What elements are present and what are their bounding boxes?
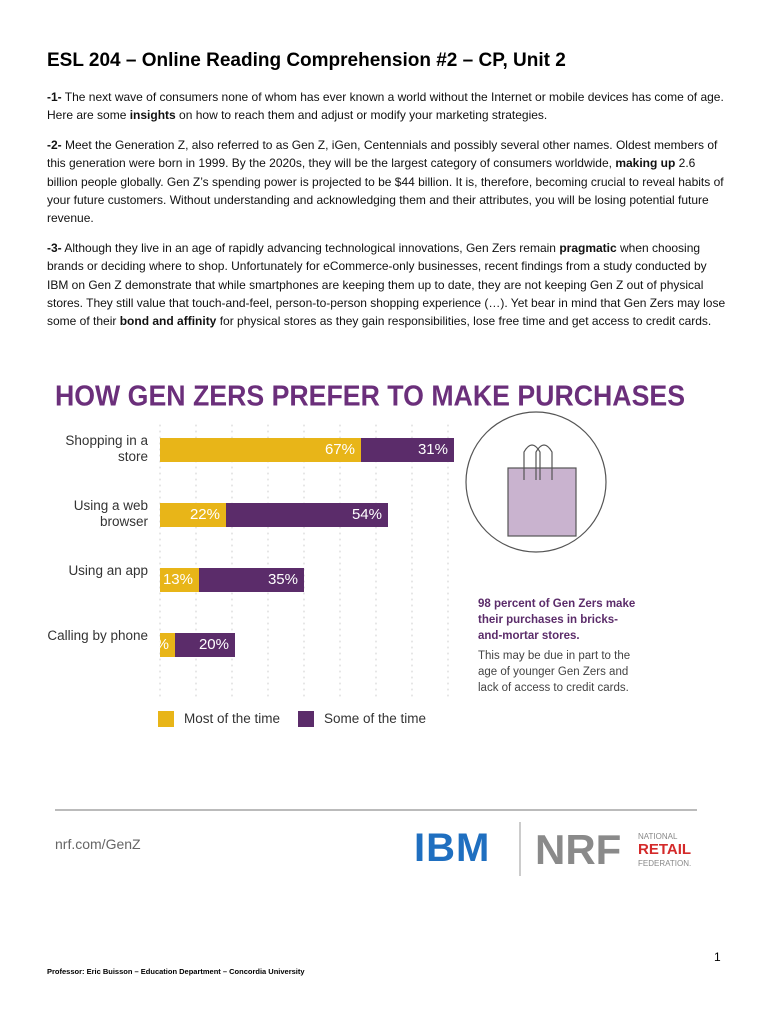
- category-label: Shopping in a store: [65, 433, 148, 464]
- bar-segment: [160, 568, 199, 592]
- bar-segment: [160, 438, 361, 462]
- legend-swatch: [298, 711, 314, 727]
- text-run: pragmatic: [559, 240, 617, 255]
- paragraph-number: -2-: [47, 137, 62, 152]
- nrf-name: NATIONAL: [638, 832, 678, 841]
- bar-segment: [160, 503, 226, 527]
- ibm-logo: IBM: [414, 826, 491, 870]
- legend-swatch: [158, 711, 174, 727]
- paragraph: -1- The next wave of consumers none of w…: [47, 88, 729, 125]
- url: nrf.com/GenZ: [55, 836, 141, 852]
- paragraph-number: -1-: [47, 90, 62, 104]
- bar-segment: [226, 503, 388, 527]
- bag-icon: [465, 411, 607, 553]
- text-run: Although they live in an age of rapidly …: [61, 240, 560, 255]
- text-run: on how to reach them and adjust or modif…: [175, 108, 548, 123]
- bar-segment: [160, 633, 175, 657]
- text-run: for physical stores as they gain respons…: [216, 314, 712, 329]
- legend-label: Most of the time: [184, 711, 281, 726]
- paragraph: -3- Although they live in an age of rapi…: [47, 239, 729, 331]
- category-label: Using an app: [68, 563, 148, 578]
- annotation: 98 percent of Gen Zers make their purcha…: [478, 598, 636, 642]
- category-label: Calling by phone: [47, 628, 148, 643]
- paragraph-number: -3-: [47, 240, 62, 255]
- text-run: 2.6 billion people globally. Gen Z’s spe…: [47, 156, 724, 226]
- text-run: bond and affinity: [119, 314, 217, 329]
- page-number: 1: [714, 950, 721, 964]
- bar-segment: [175, 633, 235, 657]
- bar-segment: [199, 568, 304, 592]
- value-label: 35%: [267, 571, 298, 588]
- text-run: Meet the Generation Z, also referred to …: [47, 137, 718, 171]
- text-run: when choosing brands or deciding where t…: [47, 240, 726, 329]
- value-label: 54%: [351, 506, 382, 523]
- value-label: 67%: [324, 441, 355, 458]
- doc-title: ESL 204 – Online Reading Comprehension #…: [47, 50, 566, 71]
- nrf-name: RETAIL: [638, 841, 692, 858]
- body-text: -1- The next wave of consumers none of w…: [47, 88, 729, 342]
- chart-title: HOW GEN ZERS PREFER TO MAKE PURCHASES: [55, 381, 685, 413]
- value-label: 5%: [147, 636, 169, 653]
- nrf-logo: NRF: [535, 826, 622, 873]
- paragraph: -2- Meet the Generation Z, also referred…: [47, 136, 729, 228]
- credit: Professor: Eric Buisson – Education Depa…: [47, 967, 305, 976]
- annotation: This may be due in part to the age of yo…: [478, 650, 631, 694]
- dotted-guides: [159, 424, 449, 701]
- value-label: 31%: [417, 441, 448, 458]
- text-run: The next wave of consumers none of whom …: [47, 90, 724, 123]
- value-label: 20%: [198, 636, 229, 653]
- value-label: 22%: [189, 506, 220, 523]
- bar-segment: [361, 438, 454, 462]
- text-run: making up: [615, 156, 676, 171]
- nrf-name: FEDERATION.: [638, 859, 692, 868]
- text-run: insights: [129, 108, 176, 123]
- value-label: 13%: [162, 571, 193, 588]
- category-label: Using a web browser: [73, 498, 148, 529]
- legend-label: Some of the time: [324, 711, 427, 726]
